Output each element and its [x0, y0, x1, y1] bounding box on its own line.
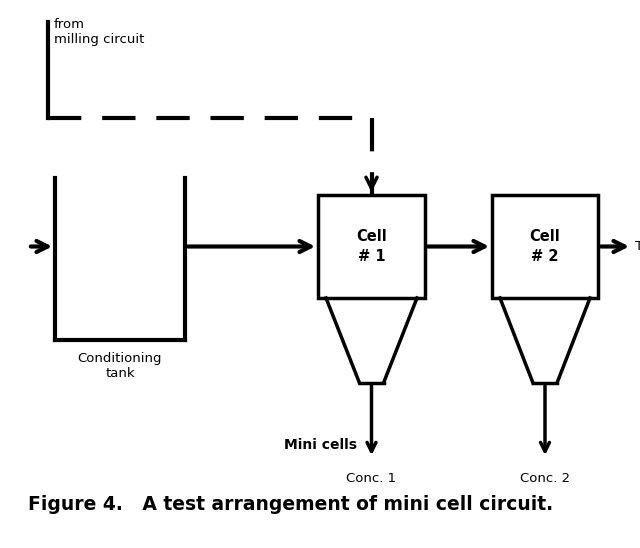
Text: Cell
# 2: Cell # 2	[530, 229, 561, 264]
Text: Mini cells: Mini cells	[284, 438, 356, 452]
Text: Tails: Tails	[635, 240, 640, 253]
Text: Conditioning
tank: Conditioning tank	[77, 352, 163, 380]
Text: from
milling circuit: from milling circuit	[54, 18, 145, 46]
Text: Figure 4.   A test arrangement of mini cell circuit.: Figure 4. A test arrangement of mini cel…	[28, 495, 553, 515]
Text: Cell
# 1: Cell # 1	[356, 229, 387, 264]
Text: Conc. 1: Conc. 1	[346, 472, 397, 485]
Bar	[318, 195, 425, 298]
Text: Conc. 2: Conc. 2	[520, 472, 570, 485]
Bar	[492, 195, 598, 298]
